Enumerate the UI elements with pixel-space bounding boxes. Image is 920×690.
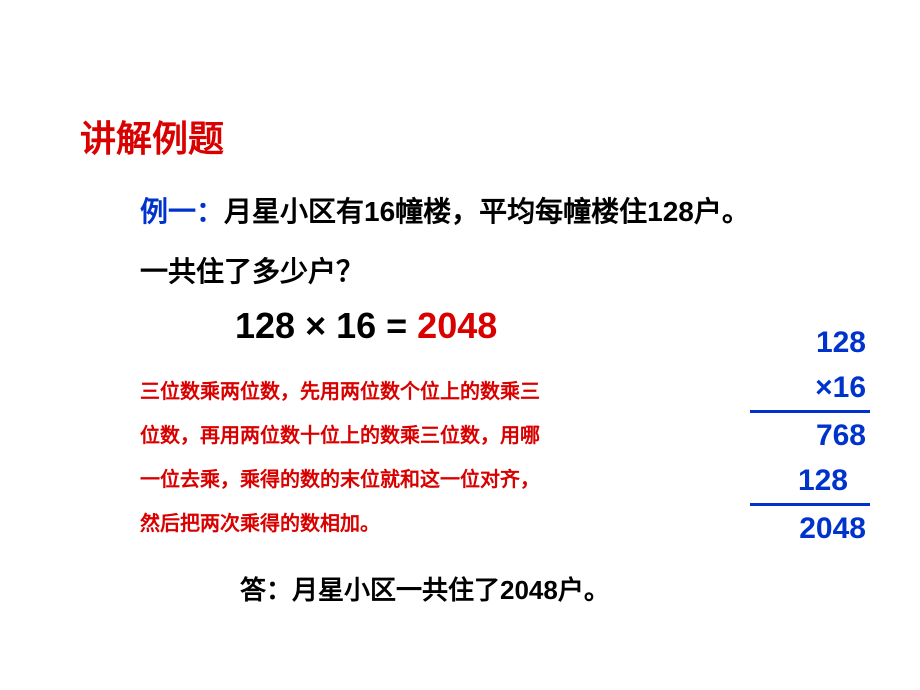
example-line-1: 例一：月星小区有16幢楼，平均每幢楼住128户。 xyxy=(140,190,750,230)
explanation-line-1: 三位数乘两位数，先用两位数个位上的数乘三 xyxy=(140,370,600,414)
example-text-1: 月星小区有16幢楼，平均每幢楼住128户。 xyxy=(224,196,750,227)
section-heading: 讲解例题 xyxy=(80,110,224,162)
explanation-line-4: 然后把两次乘得的数相加。 xyxy=(140,502,600,546)
vcalc-multiplier: ×16 xyxy=(750,365,870,413)
explanation-line-2: 位数，再用两位数十位上的数乘三位数，用哪 xyxy=(140,414,600,458)
equation-lhs: 128 × 16 = xyxy=(235,305,417,346)
explanation-line-3: 一位去乘，乘得的数的末位就和这一位对齐， xyxy=(140,458,600,502)
vertical-calculation: 128 ×16 768 128 2048 xyxy=(750,320,870,551)
example-label: 例一： xyxy=(140,196,224,227)
example-line-2: 一共住了多少户？ xyxy=(140,250,364,290)
equation: 128 × 16 = 2048 xyxy=(235,305,497,347)
explanation-block: 三位数乘两位数，先用两位数个位上的数乘三 位数，再用两位数十位上的数乘三位数，用… xyxy=(140,370,600,546)
equation-result: 2048 xyxy=(417,305,497,346)
vcalc-partial-2: 128 xyxy=(750,458,870,506)
vcalc-total: 2048 xyxy=(750,506,870,551)
answer-line: 答：月星小区一共住了2048户。 xyxy=(240,570,610,607)
vcalc-partial-1: 768 xyxy=(750,413,870,458)
vcalc-top: 128 xyxy=(750,320,870,365)
